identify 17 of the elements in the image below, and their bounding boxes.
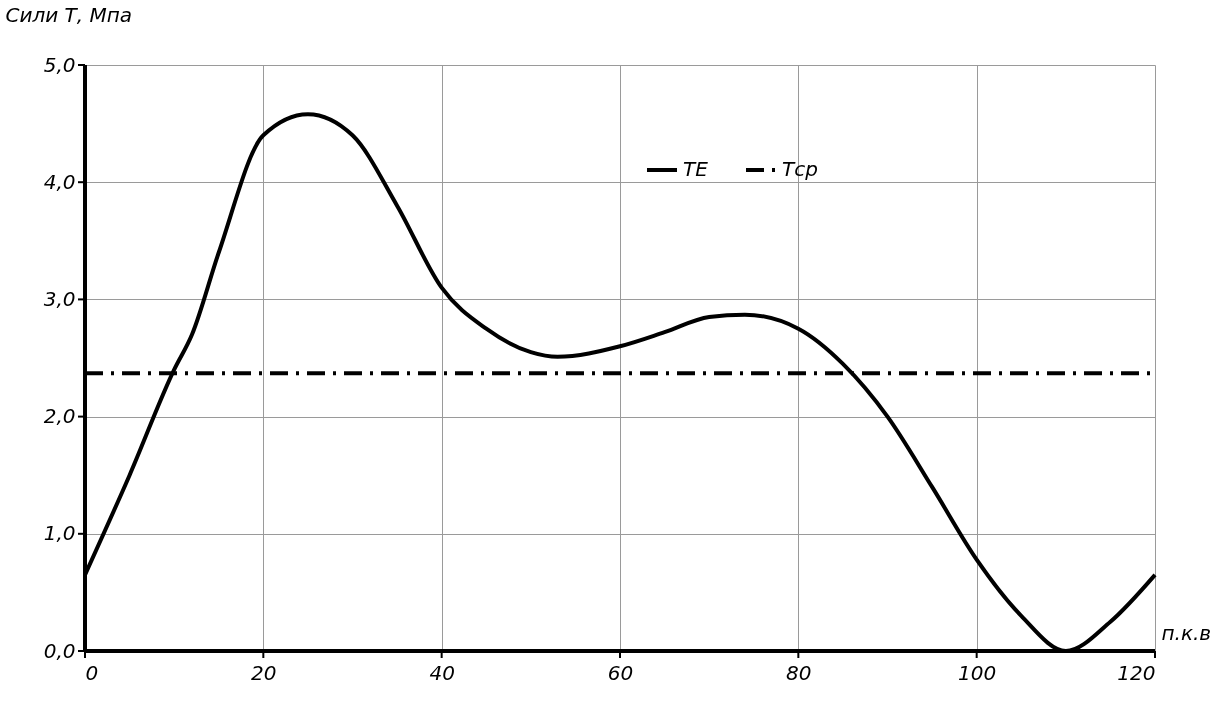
y-tick-label: 2,0 xyxy=(43,404,76,429)
y-tick-label: 4,0 xyxy=(43,169,76,194)
y-tick-label: 0,0 xyxy=(43,638,76,663)
x-tick-label: 100 xyxy=(958,660,997,685)
y-tick-label: 3,0 xyxy=(43,286,76,311)
y-axis-title: Сили Т, Мпа xyxy=(5,2,133,27)
x-tick-label: 120 xyxy=(1117,660,1156,685)
x-tick-label: 80 xyxy=(786,660,812,685)
y-tick-label: 1,0 xyxy=(43,521,76,546)
x-tick-label: 20 xyxy=(251,660,277,685)
legend-label: Тср xyxy=(782,157,818,181)
x-tick-label: 40 xyxy=(429,660,455,685)
legend-label: ТЕ xyxy=(683,157,709,181)
x-axis-title: п.к.в xyxy=(1161,620,1212,645)
x-tick-label: 60 xyxy=(607,660,634,685)
y-tick-label: 5,0 xyxy=(43,52,76,77)
x-tick-label: 0 xyxy=(85,660,99,685)
